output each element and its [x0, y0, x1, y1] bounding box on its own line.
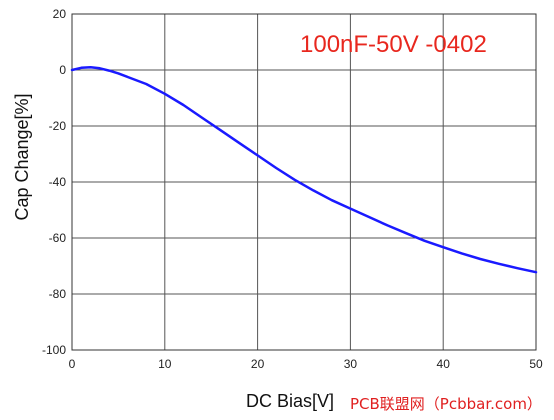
- grid: [72, 14, 536, 350]
- x-axis-label: DC Bias[V]: [246, 391, 334, 411]
- plot-frame: [71, 13, 537, 351]
- y-tick-label: -100: [42, 343, 66, 357]
- x-tick-label: 30: [344, 357, 358, 371]
- y-tick-label: 0: [59, 63, 66, 77]
- x-tick-label: 10: [158, 357, 172, 371]
- chart-annotation: 100nF-50V -0402: [300, 31, 487, 58]
- x-tick-label: 40: [437, 357, 451, 371]
- x-tick-label: 20: [251, 357, 265, 371]
- y-tick-label: -60: [49, 231, 67, 245]
- x-tick-label: 50: [529, 357, 543, 371]
- y-tick-label: -80: [49, 287, 67, 301]
- y-tick-label: -40: [49, 175, 67, 189]
- y-tick-label: 20: [53, 7, 67, 21]
- y-axis-label: Cap Change[%]: [12, 93, 32, 220]
- series-line: [70, 65, 538, 274]
- x-tick-label: 0: [69, 357, 76, 371]
- watermark: PCB联盟网（Pcbbar.com）: [350, 395, 542, 413]
- y-tick-label: -20: [49, 119, 67, 133]
- tick-labels: 0 10 20 30 40 50 20 0 -20 -40 -60 -80 -100: [42, 7, 543, 371]
